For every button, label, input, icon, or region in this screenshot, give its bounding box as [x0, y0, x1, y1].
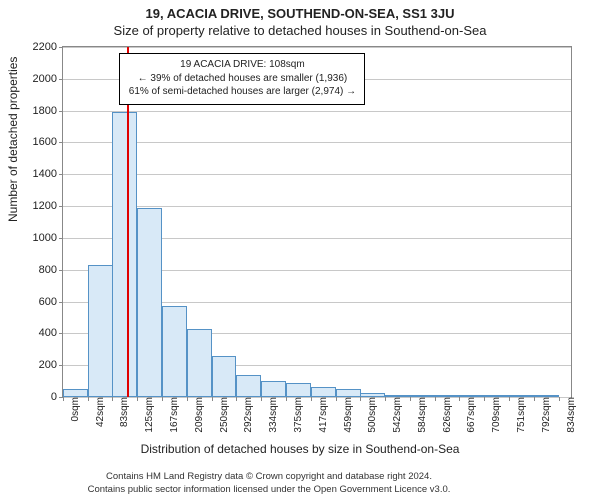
x-tick-label: 375sqm — [289, 397, 304, 433]
x-tick-label: 167sqm — [165, 397, 180, 433]
chart-header: 19, ACACIA DRIVE, SOUTHEND-ON-SEA, SS1 3… — [0, 0, 600, 38]
x-axis-label: Distribution of detached houses by size … — [0, 442, 600, 456]
x-tick-label: 834sqm — [562, 397, 577, 433]
x-tick-label: 792sqm — [537, 397, 552, 433]
y-tick-label: 1800 — [33, 105, 63, 117]
y-tick-label: 2000 — [33, 73, 63, 85]
histogram-bar — [212, 356, 237, 397]
histogram-bar — [63, 389, 88, 397]
gridline-h — [63, 47, 571, 48]
x-tick-label: 626sqm — [438, 397, 453, 433]
annotation-smaller: ← 39% of detached houses are smaller (1,… — [126, 72, 358, 86]
x-tick-label: 500sqm — [363, 397, 378, 433]
x-tick-label: 459sqm — [339, 397, 354, 433]
histogram-bar — [162, 306, 187, 397]
histogram-bar — [311, 387, 336, 397]
histogram-bar — [336, 389, 361, 397]
y-axis-label: Number of detached properties — [6, 57, 20, 222]
histogram-bar — [286, 383, 311, 397]
marker-annotation: 19 ACACIA DRIVE: 108sqm ← 39% of detache… — [119, 53, 365, 105]
histogram-bar — [187, 329, 212, 397]
histogram-bar — [261, 381, 286, 397]
y-tick-label: 1000 — [33, 232, 63, 244]
title-address: 19, ACACIA DRIVE, SOUTHEND-ON-SEA, SS1 3… — [0, 6, 600, 21]
annotation-larger: 61% of semi-detached houses are larger (… — [126, 85, 358, 99]
y-tick-label: 200 — [39, 359, 63, 371]
y-tick-label: 1400 — [33, 168, 63, 180]
y-tick-label: 0 — [51, 391, 63, 403]
histogram-bar — [112, 112, 137, 397]
title-subtitle: Size of property relative to detached ho… — [0, 23, 600, 38]
x-tick-label: 42sqm — [91, 397, 106, 427]
histogram-bar — [137, 208, 162, 397]
histogram-bar — [88, 265, 113, 397]
x-tick-label: 584sqm — [413, 397, 428, 433]
gridline-h — [63, 174, 571, 175]
x-tick-label: 709sqm — [487, 397, 502, 433]
footer-line2: Contains public sector information licen… — [0, 484, 592, 496]
y-tick-label: 1200 — [33, 200, 63, 212]
annotation-title: 19 ACACIA DRIVE: 108sqm — [126, 58, 358, 72]
y-tick-label: 400 — [39, 327, 63, 339]
x-tick-label: 209sqm — [190, 397, 205, 433]
y-tick-label: 600 — [39, 296, 63, 308]
y-tick-label: 800 — [39, 264, 63, 276]
chart-plot-area: 0200400600800100012001400160018002000220… — [62, 46, 572, 398]
x-tick-label: 0sqm — [66, 397, 81, 421]
histogram-bar — [236, 375, 261, 397]
x-tick-label: 334sqm — [264, 397, 279, 433]
x-tick-label: 292sqm — [239, 397, 254, 433]
y-tick-label: 1600 — [33, 136, 63, 148]
x-tick-label: 83sqm — [115, 397, 130, 427]
y-tick-label: 2200 — [33, 41, 63, 53]
x-tick-label: 417sqm — [314, 397, 329, 433]
x-tick-label: 250sqm — [215, 397, 230, 433]
gridline-h — [63, 142, 571, 143]
chart-footer: Contains HM Land Registry data © Crown c… — [0, 471, 592, 496]
gridline-h — [63, 111, 571, 112]
x-tick-label: 125sqm — [140, 397, 155, 433]
x-tick-label: 751sqm — [512, 397, 527, 433]
x-tick-label: 542sqm — [388, 397, 403, 433]
x-tick-label: 667sqm — [462, 397, 477, 433]
footer-line1: Contains HM Land Registry data © Crown c… — [0, 471, 592, 483]
